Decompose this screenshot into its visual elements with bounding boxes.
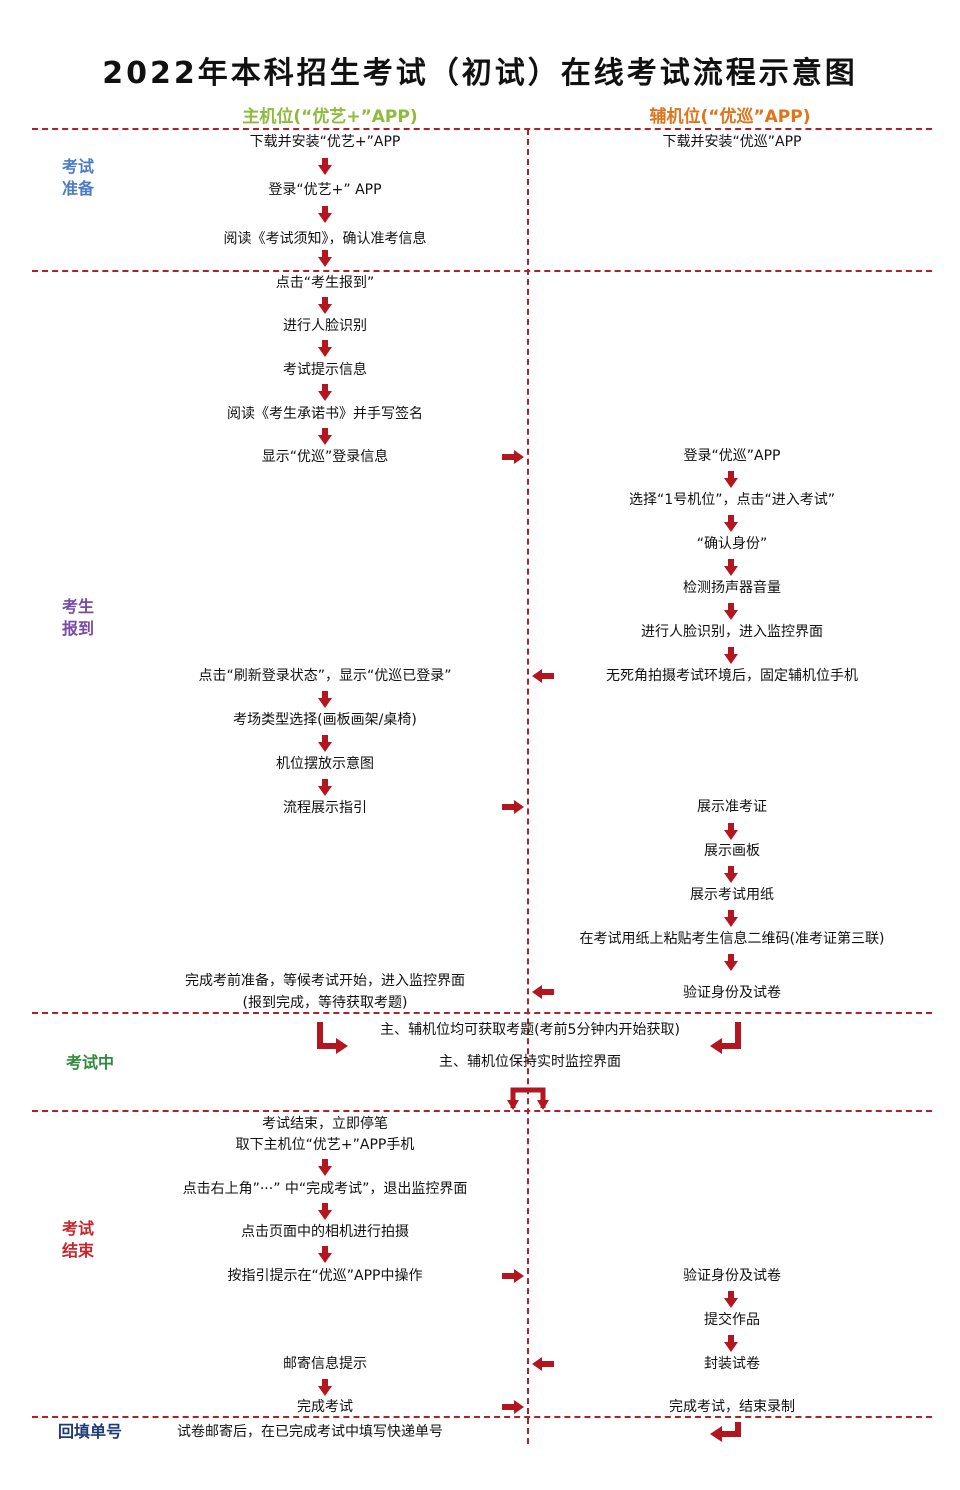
arrow-down-icon — [318, 158, 332, 175]
step-take-phone: 取下主机位“优艺+”APP手机 — [235, 1137, 415, 1153]
arrow-down-icon — [724, 1291, 738, 1308]
arrow-down-icon — [318, 691, 332, 708]
step-film-environment: 无死角拍摄考试环境后，固定辅机位手机 — [606, 668, 858, 684]
step-download-youyi: 下载并安装“优艺+”APP — [249, 134, 401, 150]
step-login-youxun: 登录“优巡”APP — [683, 448, 781, 464]
arrow-down-icon — [724, 647, 738, 664]
step-show-paper: 展示考试用纸 — [690, 887, 774, 903]
step-take-photo: 点击页面中的相机进行拍摄 — [241, 1224, 409, 1240]
step-aux-complete: 完成考试，结束录制 — [669, 1399, 795, 1415]
arrow-left-icon — [532, 1357, 554, 1371]
step-camera-placement: 机位摆放示意图 — [276, 756, 374, 772]
step-keep-monitoring: 主、辅机位保持实时监控界面 — [439, 1054, 621, 1070]
step-show-youxun-login: 显示“优巡”登录信息 — [261, 449, 389, 465]
step-confirm-identity: “确认身份” — [696, 536, 768, 552]
step-face-recognition: 进行人脸识别 — [283, 318, 367, 334]
step-sign-promise: 阅读《考生承诺书》并手写签名 — [227, 406, 423, 422]
step-check-speaker: 检测扬声器音量 — [683, 580, 781, 596]
split-arrow-icon — [507, 1087, 549, 1110]
step-refresh-login: 点击“刷新登录状态”，显示“优巡已登录” — [198, 668, 452, 684]
step-follow-youxun: 按指引提示在“优巡”APP中操作 — [227, 1268, 423, 1284]
arrow-down-icon — [318, 206, 332, 223]
arrow-right-icon — [502, 450, 524, 464]
aux-camera-header: 辅机位(“优巡”APP) — [649, 107, 811, 127]
divider-end-fill — [32, 1416, 932, 1418]
column-divider — [527, 129, 529, 1444]
step-main-complete: 完成考试 — [297, 1399, 353, 1415]
step-ready-waiting: 完成考前准备，等候考试开始，进入监控界面 — [185, 973, 465, 989]
divider-checkin-exam — [32, 1012, 932, 1014]
step-get-questions: 主、辅机位均可获取考题(考前5分钟内开始获取) — [380, 1022, 680, 1038]
step-login-youyi: 登录“优艺+” APP — [268, 182, 382, 198]
step-download-youxun: 下载并安装“优巡”APP — [662, 134, 802, 150]
stage-label-fill: 回填单号 — [57, 1422, 122, 1441]
arrow-right-icon — [502, 1269, 524, 1283]
bend-arrow-icon — [317, 1022, 348, 1054]
step-show-board: 展示画板 — [704, 843, 760, 859]
step-aux-face-recognition: 进行人脸识别，进入监控界面 — [641, 624, 823, 640]
step-ready-waiting-note: (报到完成，等待获取考题) — [242, 995, 408, 1011]
arrow-down-icon — [318, 297, 332, 314]
arrow-down-icon — [724, 910, 738, 927]
step-stop-pen: 考试结束，立即停笔 — [262, 1116, 388, 1132]
step-click-checkin: 点击“考生报到” — [275, 275, 375, 291]
arrow-down-icon — [318, 779, 332, 796]
arrow-down-icon — [318, 1159, 332, 1176]
arrow-down-icon — [724, 823, 738, 840]
step-show-admission: 展示准考证 — [697, 799, 767, 815]
arrow-down-icon — [318, 1246, 332, 1263]
step-submit-work: 提交作品 — [704, 1312, 760, 1328]
arrow-left-icon — [532, 985, 554, 999]
step-room-type: 考场类型选择(画板画架/桌椅) — [233, 712, 417, 728]
arrow-right-icon — [502, 1400, 524, 1414]
stage-label-end: 考试结束 — [62, 1219, 95, 1260]
arrow-down-icon — [318, 735, 332, 752]
step-mail-info: 邮寄信息提示 — [283, 1356, 367, 1372]
arrow-down-icon — [724, 515, 738, 532]
step-paste-qrcode: 在考试用纸上粘贴考生信息二维码(准考证第三联) — [579, 931, 885, 947]
step-fill-tracking: 试卷邮寄后，在已完成考试中填写快递单号 — [177, 1424, 443, 1440]
arrow-down-icon — [318, 250, 332, 267]
divider-top — [32, 128, 932, 130]
step-finish-exam-menu: 点击右上角”···” 中“完成考试”，退出监控界面 — [182, 1181, 468, 1197]
arrow-down-icon — [318, 340, 332, 357]
step-seal-paper: 封装试卷 — [704, 1356, 760, 1372]
arrow-down-icon — [724, 603, 738, 620]
arrow-right-icon — [502, 800, 524, 814]
arrow-down-icon — [318, 428, 332, 445]
divider-exam-end — [32, 1110, 932, 1112]
step-verify-identity: 验证身份及试卷 — [683, 985, 781, 1001]
bend-arrow-icon — [710, 1022, 741, 1054]
arrow-down-icon — [724, 954, 738, 971]
page-title: 2022年本科招生考试（初试）在线考试流程示意图 — [102, 56, 858, 91]
step-end-verify: 验证身份及试卷 — [683, 1268, 781, 1284]
arrow-down-icon — [724, 471, 738, 488]
stage-label-exam: 考试中 — [65, 1053, 114, 1072]
divider-prep-checkin — [32, 270, 932, 272]
step-read-notice: 阅读《考试须知》，确认准考信息 — [223, 231, 427, 247]
arrow-down-icon — [318, 1379, 332, 1396]
arrow-down-icon — [318, 384, 332, 401]
arrow-down-icon — [318, 1203, 332, 1220]
arrow-left-icon — [532, 669, 554, 683]
main-camera-header: 主机位(“优艺+”APP) — [242, 107, 418, 127]
step-select-camera1: 选择“1号机位”，点击“进入考试” — [629, 492, 835, 508]
stage-label-prep: 考试准备 — [62, 157, 95, 198]
arrow-down-icon — [724, 1335, 738, 1352]
arrow-down-icon — [724, 866, 738, 883]
stage-label-checkin: 考生报到 — [62, 597, 95, 638]
bend-arrow-icon — [710, 1422, 741, 1442]
arrow-down-icon — [724, 559, 738, 576]
step-process-guide: 流程展示指引 — [283, 800, 367, 816]
step-exam-notice: 考试提示信息 — [283, 362, 367, 378]
